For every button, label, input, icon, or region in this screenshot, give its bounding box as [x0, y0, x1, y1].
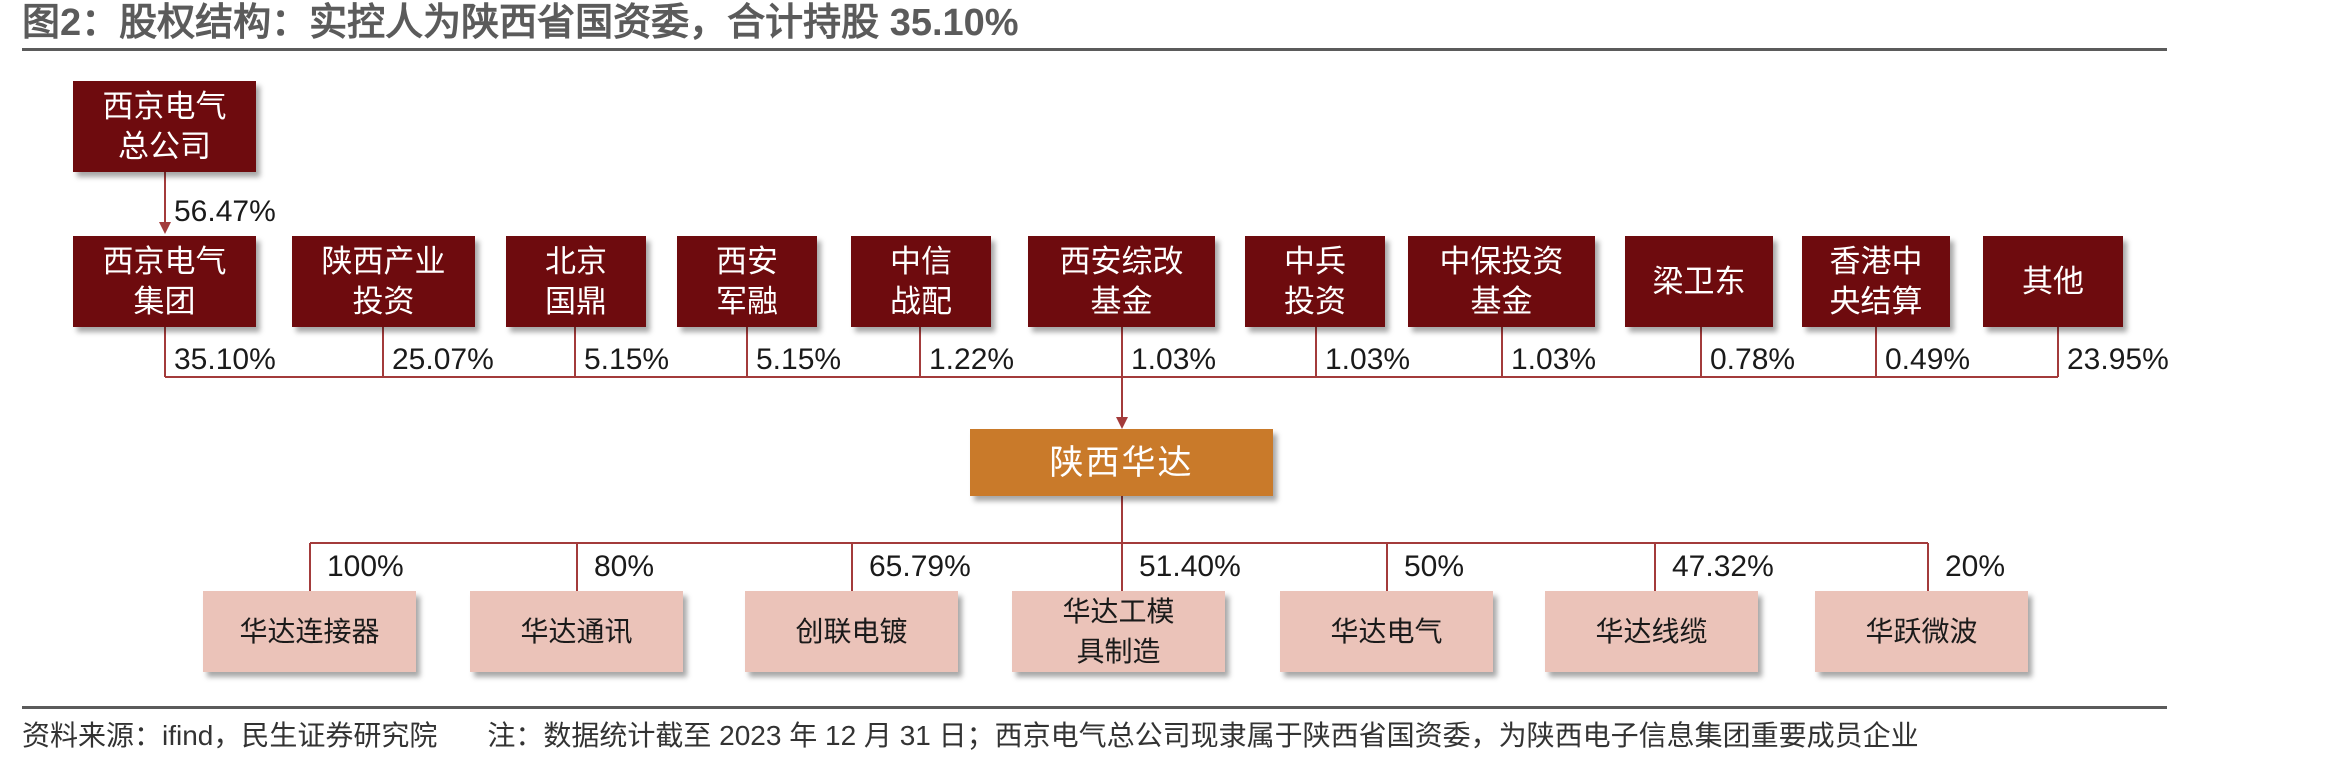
shareholder-box-6-line1: 中兵 [1284, 243, 1346, 280]
subsidiary-drops [309, 543, 1929, 591]
shareholder-box-5-line2: 基金 [1090, 283, 1153, 320]
subsidiary-pct-0: 100% [327, 550, 404, 583]
subsidiary-pct-2: 65.79% [869, 550, 971, 583]
subsidiary-box-6-line1: 华跃微波 [1865, 614, 1978, 648]
subsidiary-box-3-line1: 华达工模 [1062, 594, 1175, 628]
top-parent-line2: 总公司 [118, 128, 211, 165]
shareholder-pct-5: 1.03% [1131, 343, 1217, 376]
shareholder-pct-10: 23.95% [2067, 343, 2169, 376]
shareholder-box-9: 香港中 央结算 [1802, 236, 1950, 327]
shareholder-box-5: 西安综改 基金 [1028, 236, 1215, 327]
shareholder-pct-9: 0.49% [1885, 343, 1971, 376]
shareholder-box-2-line2: 国鼎 [545, 283, 607, 320]
subsidiary-box-3-line2: 具制造 [1076, 634, 1161, 668]
subsidiary-box-4-line1: 华达电气 [1330, 614, 1443, 648]
company-name: 陕西华达 [1049, 442, 1194, 483]
shareholder-pct-2: 5.15% [584, 343, 670, 376]
footer-source: 资料来源：ifind，民生证券研究院 [22, 720, 438, 751]
shareholder-box-3: 西安 军融 [677, 236, 817, 327]
subsidiary-pct-4: 50% [1404, 550, 1465, 583]
shareholder-box-3-line1: 西安 [716, 243, 778, 280]
top-parent-box: 西京电气 总公司 [73, 81, 256, 172]
shareholder-box-9-line2: 央结算 [1829, 283, 1923, 320]
shareholder-box-7: 中保投资 基金 [1408, 236, 1595, 327]
shareholder-box-0: 西京电气 集团 [73, 236, 256, 327]
figure-title: 图2：股权结构：实控人为陕西省国资委，合计持股 35.10% [22, 2, 1019, 44]
subsidiary-box-6: 华跃微波 [1815, 591, 2028, 672]
shareholder-drops [164, 327, 2059, 377]
subsidiary-box-1: 华达通讯 [470, 591, 683, 672]
subsidiary-box-0-line1: 华达连接器 [239, 614, 380, 648]
shareholder-box-2: 北京 国鼎 [506, 236, 646, 327]
subsidiary-box-2: 创联电镀 [745, 591, 958, 672]
shareholder-pct-6: 1.03% [1325, 343, 1411, 376]
footer-rule [22, 706, 2167, 709]
top-parent-line1: 西京电气 [102, 88, 227, 125]
company-box: 陕西华达 [970, 429, 1273, 496]
title-rule [22, 48, 2167, 51]
shareholder-box-2-line1: 北京 [545, 243, 607, 280]
shareholder-box-7-line1: 中保投资 [1439, 243, 1564, 280]
shareholder-box-3-line2: 军融 [716, 283, 778, 320]
shareholder-box-10: 其他 [1983, 236, 2123, 327]
shareholder-box-6-line2: 投资 [1284, 283, 1346, 320]
shareholder-box-7-line2: 基金 [1470, 283, 1533, 320]
shareholder-box-6: 中兵 投资 [1245, 236, 1385, 327]
shareholder-box-10-line1: 其他 [2022, 263, 2084, 300]
subsidiary-box-5: 华达线缆 [1545, 591, 1758, 672]
subsidiary-pct-6: 20% [1945, 550, 2006, 583]
shareholder-pct-8: 0.78% [1710, 343, 1796, 376]
shareholder-box-4: 中信 战配 [851, 236, 991, 327]
subsidiary-box-1-line1: 华达通讯 [520, 614, 633, 648]
subsidiary-pct-1: 80% [594, 550, 655, 583]
shareholder-box-8: 梁卫东 [1625, 236, 1773, 327]
subsidiary-box-0: 华达连接器 [203, 591, 416, 672]
footer-note: 注：数据统计截至 2023 年 12 月 31 日；西京电气总公司现隶属于陕西省… [487, 720, 1919, 751]
shareholder-box-0-line1: 西京电气 [102, 243, 227, 280]
top-parent-pct: 56.47% [174, 195, 276, 228]
subsidiary-box-4: 华达电气 [1280, 591, 1493, 672]
subsidiary-pct-5: 47.32% [1672, 550, 1774, 583]
footer: 资料来源：ifind，民生证券研究院 注：数据统计截至 2023 年 12 月 3… [22, 718, 1919, 754]
shareholder-box-1-line1: 陕西产业 [321, 243, 446, 280]
shareholder-pct-7: 1.03% [1511, 343, 1597, 376]
subsidiary-box-2-line1: 创联电镀 [795, 614, 908, 648]
shareholder-box-9-line1: 香港中 [1829, 243, 1923, 280]
subsidiary-box-3: 华达工模 具制造 [1012, 591, 1225, 672]
shareholder-pct-0: 35.10% [174, 343, 276, 376]
shareholder-box-8-line1: 梁卫东 [1652, 263, 1746, 300]
shareholder-pct-3: 5.15% [756, 343, 842, 376]
subsidiary-box-5-line1: 华达线缆 [1595, 614, 1708, 648]
shareholder-box-0-line2: 集团 [133, 283, 196, 320]
shareholder-box-1-line2: 投资 [352, 283, 415, 320]
shareholder-pct-4: 1.22% [929, 343, 1015, 376]
subsidiary-pct-3: 51.40% [1139, 550, 1241, 583]
shareholder-box-5-line1: 西安综改 [1059, 243, 1184, 280]
shareholder-box-4-line2: 战配 [890, 283, 952, 320]
shareholder-pct-1: 25.07% [392, 343, 494, 376]
shareholder-box-4-line1: 中信 [890, 243, 952, 280]
shareholder-box-1: 陕西产业 投资 [292, 236, 475, 327]
